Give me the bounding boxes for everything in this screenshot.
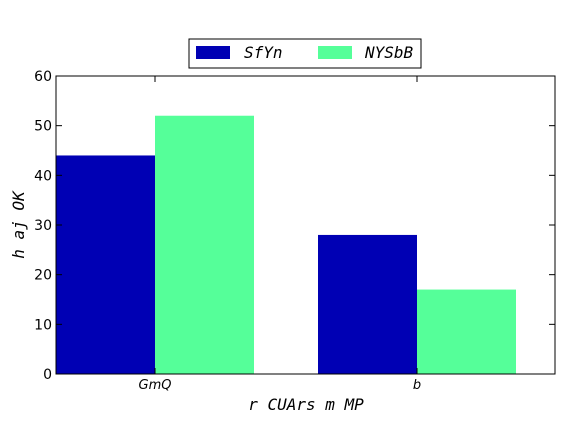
y-tick-label-4: 40: [34, 168, 52, 184]
x-axis: GmQ b: [139, 76, 421, 393]
legend-swatch-series-1: [196, 46, 230, 59]
y-axis-title: h aj OK: [9, 190, 28, 259]
legend-label-series-1: SfYn: [244, 43, 283, 62]
x-tick-label-1: b: [413, 378, 421, 393]
y-tick-label-0: 0: [43, 367, 52, 383]
bar-2-2: [417, 289, 516, 374]
legend: SfYn NYSbB: [188, 38, 422, 69]
legend-swatch-series-2: [318, 46, 352, 59]
x-axis-title: r CUArs m MP: [248, 395, 364, 414]
y-tick-label-5: 50: [34, 119, 52, 135]
bars-layer: [56, 115, 516, 374]
y-tick-label-3: 30: [34, 218, 52, 234]
bar-1-1: [56, 155, 155, 374]
y-tick-label-6: 60: [34, 69, 52, 85]
x-tick-label-0: GmQ: [139, 378, 172, 393]
y-tick-label-2: 20: [34, 268, 52, 284]
bar-2-1: [155, 115, 254, 374]
bar-1-2: [318, 234, 417, 374]
y-tick-label-1: 10: [34, 317, 52, 333]
y-axis: 0 10 20 30 40 50 60: [34, 69, 555, 383]
legend-label-series-2: NYSbB: [364, 43, 414, 62]
